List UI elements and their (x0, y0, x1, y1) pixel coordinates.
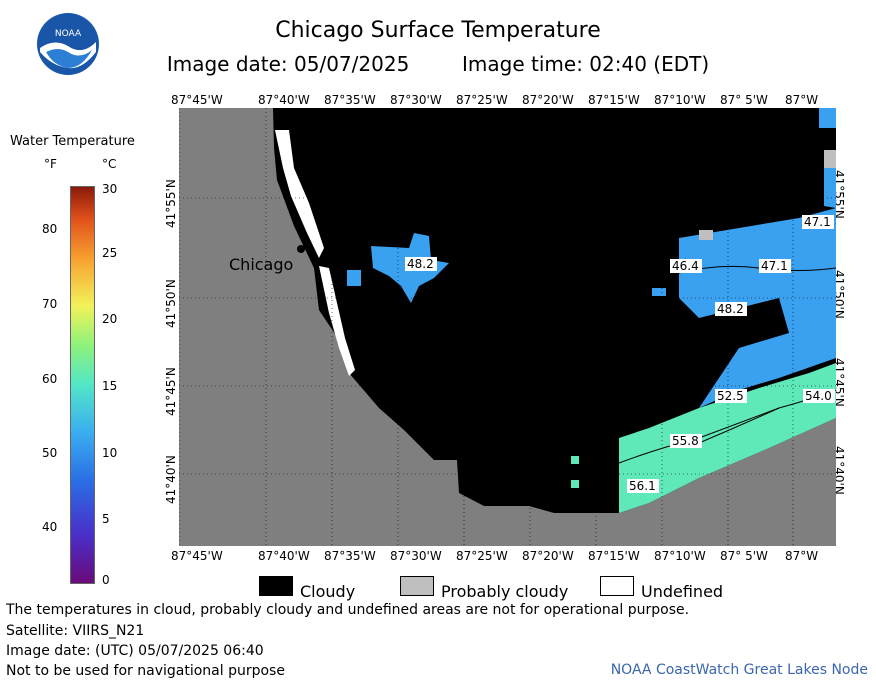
colorbar-f-tick: 60 (42, 372, 58, 386)
page-title: Chicago Surface Temperature (275, 18, 601, 43)
temperature-label: 47.1 (759, 259, 791, 273)
colorbar-f-tick: 50 (42, 446, 58, 460)
image-date: Image date: 05/07/2025 (166, 52, 410, 76)
noaa-logo-text: NOAA (55, 29, 82, 39)
probably-cloudy-patch (824, 150, 836, 168)
contour-line-4 (698, 331, 780, 339)
lon-tick-label: 87°35'W (324, 549, 376, 563)
lon-tick-label: 87°35'W (324, 93, 376, 107)
lon-tick-label: 87°45'W (171, 549, 223, 563)
legend-cloudy-label: Cloudy (300, 582, 356, 601)
water-warm-area (619, 363, 836, 513)
water-cool-dot (652, 288, 666, 296)
undefined-coast (275, 130, 324, 258)
lon-tick-label: 87°10'W (654, 93, 706, 107)
temperature-label: 48.2 (405, 257, 437, 271)
colorbar-c-tick: 20 (102, 312, 118, 326)
colorbar-c-tick: 25 (102, 246, 118, 260)
lon-tick-label: 87°20'W (522, 549, 574, 563)
colorbar-c-tick: 30 (102, 182, 118, 196)
lon-tick-label: 87°45'W (171, 93, 223, 107)
colorbar-unit-f: °F (44, 157, 57, 171)
lat-tick-label: 41°45'N (164, 367, 178, 416)
lon-tick-label: 87°20'W (522, 93, 574, 107)
temperature-label: 47.1 (802, 215, 834, 229)
colorbar-c-tick: 15 (102, 379, 118, 393)
water-warm-dot (571, 456, 579, 464)
svg-text:47.1: 47.1 (804, 215, 831, 229)
water-cool-east (679, 208, 836, 408)
lon-tick-label: 87°10'W (654, 549, 706, 563)
chicago-marker (297, 245, 305, 253)
svg-text:55.8: 55.8 (672, 434, 699, 448)
svg-text:48.2: 48.2 (407, 257, 434, 271)
temperature-label: 54.0 (803, 389, 835, 403)
colorbar-f-tick: 70 (42, 297, 58, 311)
disclaimer-text: The temperatures in cloud, probably clou… (6, 602, 690, 618)
svg-text:47.1: 47.1 (761, 259, 788, 273)
colorbar (70, 186, 95, 584)
colorbar-title: Water Temperature (10, 134, 135, 149)
nav-warning-text: Not to be used for navigational purpose (6, 663, 285, 679)
colorbar-f-tick: 80 (42, 222, 58, 236)
legend-probably-cloudy-label: Probably cloudy (441, 582, 569, 601)
chicago-label: Chicago (229, 255, 293, 274)
colorbar-c-tick: 5 (102, 512, 110, 526)
svg-text:46.4: 46.4 (672, 259, 699, 273)
water-warm-dot-2 (571, 480, 579, 488)
colorbar-c-tick: 10 (102, 446, 118, 460)
legend-undefined-label: Undefined (641, 582, 724, 601)
svg-text:56.1: 56.1 (629, 479, 656, 493)
lat-tick-label: 41°40'N (164, 455, 178, 504)
lon-tick-label: 87°40'W (258, 549, 310, 563)
legend-probably-cloudy-swatch (400, 576, 434, 596)
utc-date-text: Image date: (UTC) 05/07/2025 06:40 (6, 643, 264, 659)
temperature-labels: 48.2 47.1 46.4 47.1 48.2 52.5 54.0 55.8 56.1 (405, 215, 835, 493)
temperature-label: 55.8 (670, 434, 702, 448)
temperature-map: Chicago 48.2 47.1 46.4 47.1 48.2 52.5 54.0 55.8… (179, 108, 836, 546)
lat-tick-label: 41°50'N (164, 279, 178, 328)
lon-tick-label: 87°30'W (390, 549, 442, 563)
legend-cloudy-swatch (259, 576, 293, 596)
water-cool-ne2 (819, 108, 836, 128)
lon-tick-label: 87°15'W (588, 93, 640, 107)
probably-cloudy-patch-2 (699, 230, 713, 240)
svg-text:48.2: 48.2 (717, 302, 744, 316)
noaa-logo: NOAA (37, 13, 99, 75)
legend-undefined-swatch (600, 576, 634, 596)
svg-text:54.0: 54.0 (805, 389, 832, 403)
colorbar-unit-c: °C (102, 157, 117, 171)
svg-text:52.5: 52.5 (717, 389, 744, 403)
water-cool-west-2 (347, 270, 361, 286)
lon-tick-label: 87°40'W (258, 93, 310, 107)
colorbar-c-tick: 0 (102, 573, 110, 587)
undefined-coast-2 (319, 266, 355, 376)
lon-tick-label: 87°25'W (456, 93, 508, 107)
image-datetime: Image date: 05/07/2025 Image time: 02:40… (0, 52, 876, 76)
temperature-label: 56.1 (627, 479, 659, 493)
temperature-label: 52.5 (715, 389, 747, 403)
water-cool-ne (824, 168, 836, 208)
lon-tick-label: 87° 5'W (720, 549, 768, 563)
lon-tick-label: 87°W (785, 93, 819, 107)
colorbar-f-tick: 40 (42, 520, 58, 534)
temperature-label: 48.2 (715, 302, 747, 316)
lat-tick-label: 41°55'N (164, 179, 178, 228)
lon-tick-label: 87°15'W (588, 549, 640, 563)
lon-tick-label: 87°30'W (390, 93, 442, 107)
credit-text: NOAA CoastWatch Great Lakes Node (610, 662, 868, 678)
lon-tick-label: 87° 5'W (720, 93, 768, 107)
lon-tick-label: 87°W (785, 549, 819, 563)
image-time: Image time: 02:40 (EDT) (462, 52, 710, 76)
satellite-text: Satellite: VIIRS_N21 (6, 623, 145, 639)
graticule (179, 108, 836, 546)
temperature-label: 46.4 (670, 259, 702, 273)
lon-tick-label: 87°25'W (456, 549, 508, 563)
